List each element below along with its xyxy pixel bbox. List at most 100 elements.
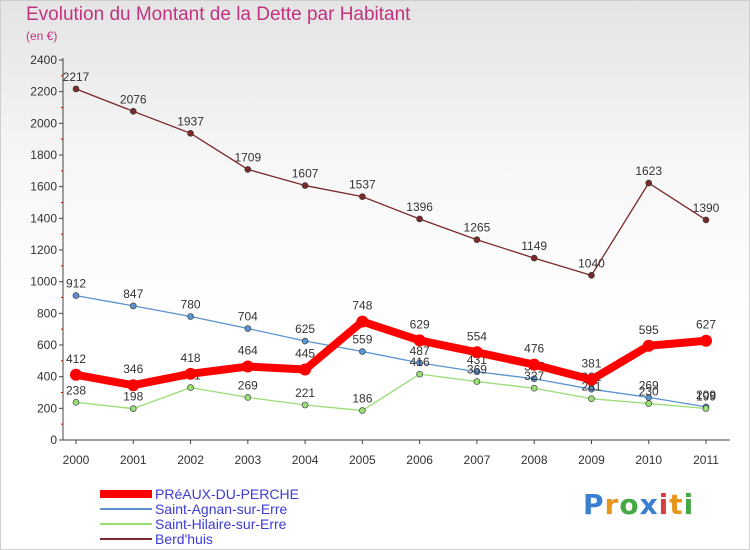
data-point	[359, 193, 366, 200]
data-label: 780	[181, 298, 201, 312]
data-point	[127, 379, 140, 392]
data-point	[645, 400, 653, 407]
y-tick-label: 2000	[30, 116, 57, 130]
data-point	[187, 130, 194, 137]
data-point	[72, 85, 80, 93]
data-point	[700, 334, 712, 347]
data-label: 847	[123, 287, 143, 301]
legend-item-saint-agnan: Saint-Agnan-sur-Erre	[100, 500, 299, 517]
series-line	[75, 88, 707, 276]
data-label: 627	[696, 318, 716, 332]
data-point	[530, 254, 538, 262]
data-label: 416	[410, 355, 430, 369]
data-label: 559	[352, 332, 372, 346]
data-point	[301, 337, 309, 345]
data-point	[244, 394, 252, 401]
x-tick-label: 2006	[406, 453, 433, 467]
data-label: 269	[238, 378, 258, 392]
data-label: 1537	[349, 178, 376, 192]
data-point	[642, 339, 655, 352]
data-point	[470, 346, 483, 359]
y-tick-label: 600	[37, 338, 57, 352]
data-label: 1607	[292, 167, 319, 181]
y-tick-label: 1600	[30, 180, 57, 194]
series-line	[75, 294, 707, 408]
x-tick-label: 2003	[234, 453, 261, 467]
data-label: 209	[696, 388, 716, 402]
y-tick-label: 200	[37, 401, 57, 415]
data-label: 476	[524, 342, 544, 356]
data-label: 1149	[521, 239, 547, 253]
data-point	[702, 216, 710, 224]
data-point	[72, 292, 80, 299]
y-tick-label: 2400	[30, 53, 57, 67]
data-label: 221	[295, 386, 315, 400]
data-label: 238	[66, 383, 86, 397]
y-tick-label: 1800	[30, 148, 57, 162]
y-tick-label: 0	[50, 433, 57, 447]
data-label: 369	[467, 363, 487, 377]
data-point	[129, 405, 137, 412]
legend-item-saint-hilaire: Saint-Hilaire-sur-Erre	[100, 515, 299, 532]
legend-swatch	[100, 522, 152, 525]
data-point	[416, 370, 423, 378]
data-label: 704	[238, 310, 258, 324]
data-label: 1396	[406, 200, 433, 214]
data-point	[530, 375, 538, 383]
data-point	[299, 363, 312, 376]
data-point	[241, 360, 254, 373]
data-point	[413, 334, 426, 347]
data-label: 1265	[464, 221, 491, 235]
legend-swatch	[100, 507, 152, 510]
x-tick-label: 2010	[635, 453, 662, 467]
data-point	[416, 359, 423, 367]
series-line	[75, 373, 707, 412]
y-tick-label: 1400	[30, 211, 57, 225]
data-label: 346	[123, 362, 143, 376]
data-point	[359, 407, 366, 414]
data-label: 1040	[578, 256, 605, 270]
data-label: 487	[410, 344, 430, 358]
data-point	[187, 384, 194, 391]
data-label: 1623	[635, 164, 662, 178]
data-point	[645, 179, 653, 187]
legend-label: Saint-Agnan-sur-Erre	[155, 500, 288, 517]
y-tick-label: 2200	[30, 85, 57, 99]
data-label: 327	[524, 369, 544, 383]
x-tick-label: 2009	[578, 453, 605, 467]
legend-label: PRéAUX-DU-PERCHE	[155, 485, 299, 502]
data-point	[301, 401, 309, 409]
x-tick-label: 2011	[693, 453, 719, 467]
data-point	[184, 367, 197, 380]
data-label: 199	[696, 389, 716, 403]
legend-swatch	[100, 489, 152, 498]
data-point	[244, 166, 252, 173]
legend-label: Berd'huis	[155, 530, 213, 547]
data-label: 2217	[63, 70, 90, 84]
data-label: 629	[410, 317, 430, 331]
y-tick-label: 400	[37, 370, 57, 384]
data-point	[473, 368, 481, 376]
data-point	[187, 313, 194, 320]
data-label: 269	[639, 378, 659, 392]
data-point	[473, 236, 481, 244]
data-point	[129, 108, 137, 115]
y-tick-label: 1000	[30, 275, 57, 289]
data-label: 418	[181, 351, 201, 365]
data-point	[528, 358, 541, 371]
data-point	[129, 302, 137, 310]
x-tick-label: 2000	[63, 453, 90, 467]
chart-title: Evolution du Montant de la Dette par Hab…	[26, 4, 411, 25]
y-tick-label: 1200	[30, 243, 57, 257]
legend-item-preaux: PRéAUX-DU-PERCHE	[100, 485, 299, 502]
data-label: 554	[467, 329, 487, 343]
x-tick-label: 2002	[177, 453, 204, 467]
data-point	[530, 384, 538, 392]
data-label: 186	[352, 392, 372, 406]
y-tick-label: 800	[37, 306, 57, 320]
data-point	[244, 325, 252, 332]
legend-label: Saint-Hilaire-sur-Erre	[155, 515, 287, 532]
x-tick-label: 2004	[292, 453, 319, 467]
data-point	[702, 405, 710, 412]
